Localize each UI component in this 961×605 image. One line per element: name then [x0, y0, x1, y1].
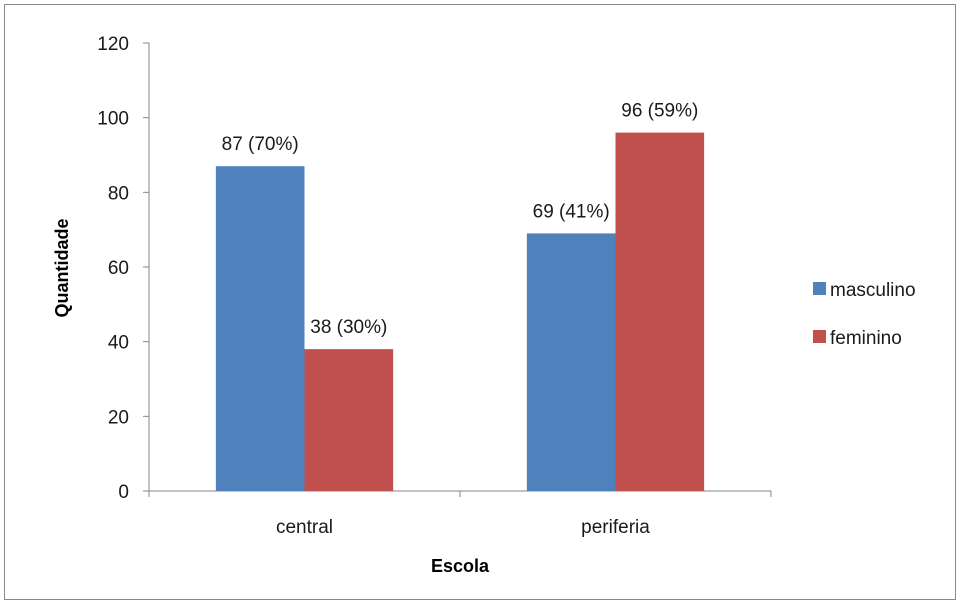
- y-tick-label: 80: [108, 183, 129, 204]
- y-tick-label: 40: [108, 333, 129, 354]
- bar: [216, 166, 305, 491]
- plot-area: 0 20 40 60 80 100 120 87 (70%) 38 (30%) central 69…: [97, 34, 771, 538]
- y-tick-label: 60: [108, 258, 129, 279]
- data-label: 96 (59%): [621, 101, 698, 122]
- y-tick-label: 0: [118, 482, 129, 503]
- bar: [305, 349, 394, 491]
- legend-label: masculino: [830, 280, 916, 301]
- x-tick-label: periferia: [581, 517, 650, 538]
- legend-label: feminino: [830, 328, 902, 349]
- legend-swatch: [813, 282, 826, 295]
- y-axis-title: Quantidade: [52, 218, 72, 317]
- legend: masculino feminino: [813, 280, 916, 349]
- legend-swatch: [813, 330, 826, 343]
- y-tick-label: 100: [97, 109, 129, 130]
- data-label: 38 (30%): [310, 317, 387, 338]
- x-tick-label: central: [276, 517, 333, 538]
- bar: [527, 233, 616, 491]
- y-tick-label: 120: [97, 34, 129, 55]
- bar: [616, 133, 705, 491]
- y-tick-label: 20: [108, 407, 129, 428]
- data-label: 87 (70%): [222, 134, 299, 155]
- data-label: 69 (41%): [533, 201, 610, 222]
- x-axis-title: Escola: [431, 556, 490, 576]
